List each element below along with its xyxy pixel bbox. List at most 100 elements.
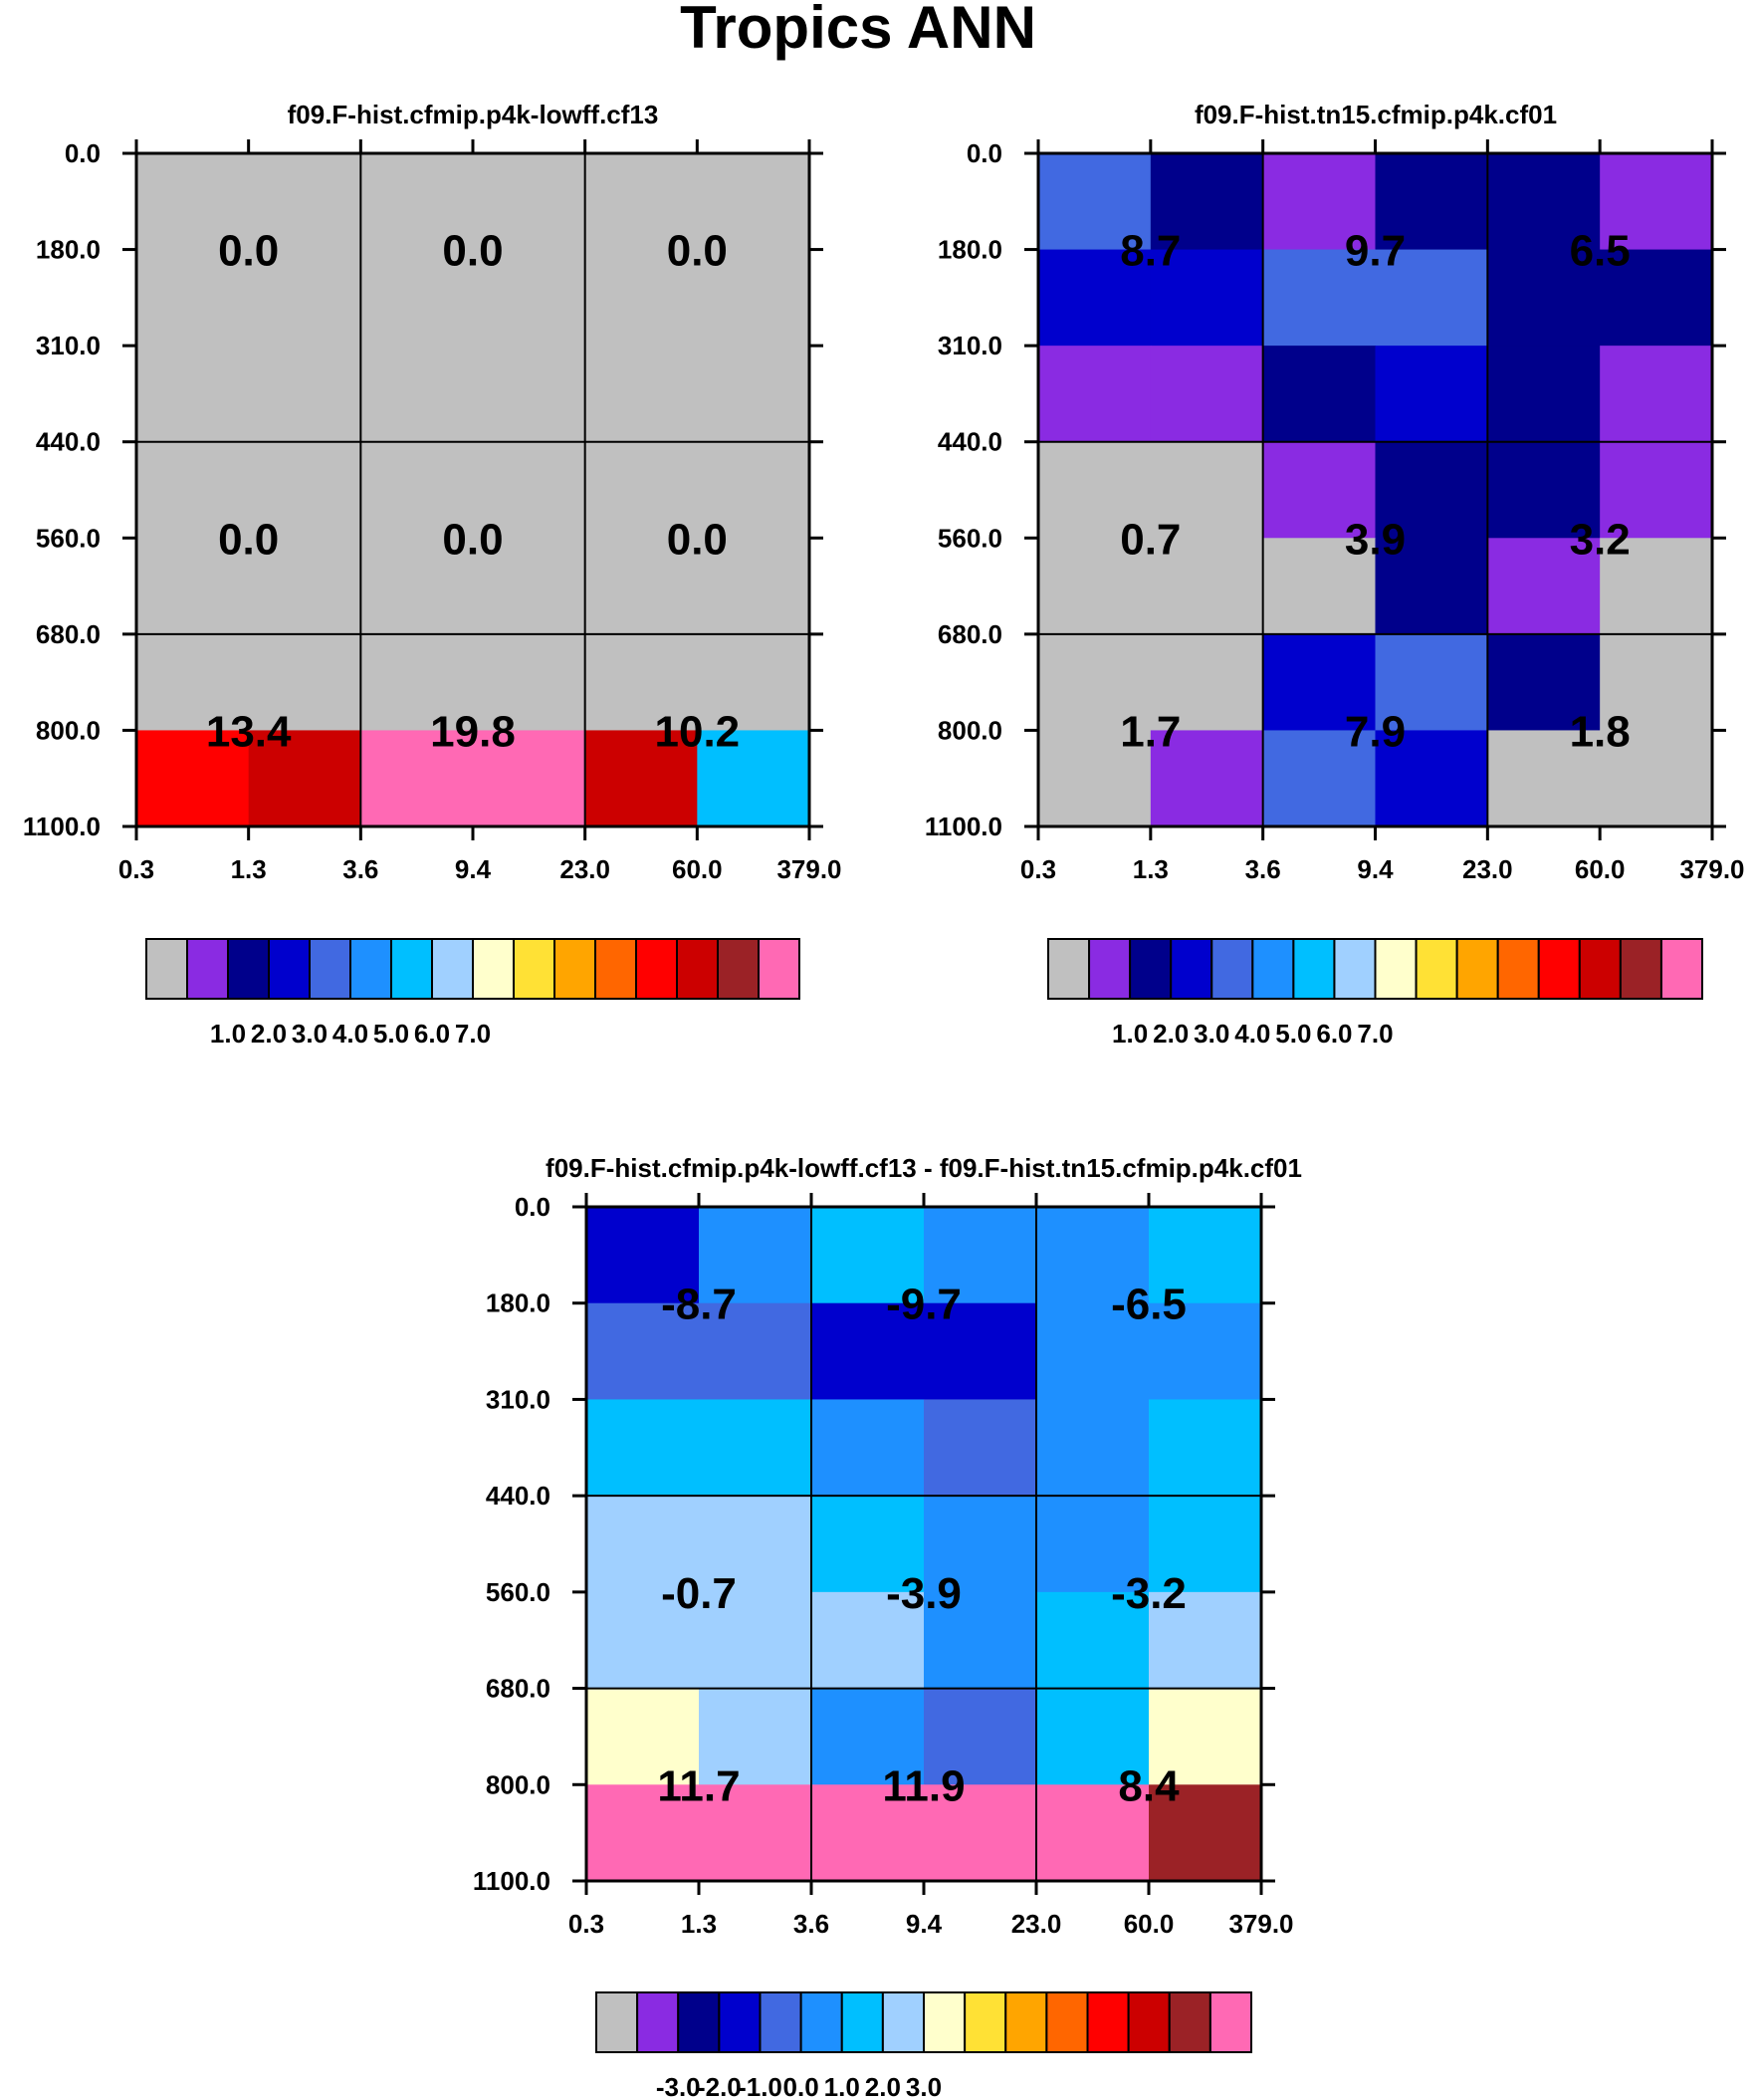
- group-value-label: 11.7: [657, 1761, 740, 1810]
- colorbar-label: 3.0: [906, 2072, 942, 2100]
- heatmap-cell: [1038, 346, 1152, 443]
- colorbar-label: 7.0: [455, 1019, 491, 1049]
- heatmap-cell: [697, 249, 810, 347]
- colorbar-swatch: [186, 938, 229, 1000]
- heatmap-cell: [1262, 441, 1377, 539]
- heatmap-cell: [697, 153, 810, 251]
- group-value-label: 13.4: [206, 707, 292, 756]
- heatmap-cell: [1038, 249, 1152, 347]
- colorbar-swatch: [390, 938, 433, 1000]
- heatmap-cell: [1375, 346, 1488, 443]
- panel-title: f09.F-hist.tn15.cfmip.p4k.cf01: [1195, 100, 1557, 129]
- heatmap-cell: [1036, 1688, 1150, 1785]
- colorbar-swatch: [268, 938, 311, 1000]
- heatmap-cell: [136, 346, 250, 443]
- heatmap-cell: [1150, 153, 1264, 251]
- heatmap-cell: [1600, 346, 1713, 443]
- heatmap-cell: [586, 1496, 700, 1593]
- colorbar-label: 4.0: [332, 1019, 368, 1049]
- colorbar-label: 1.0: [210, 1019, 246, 1049]
- heatmap-cell: [1149, 1496, 1262, 1593]
- heatmap-cell: [697, 346, 810, 443]
- heatmap-cell: [1487, 249, 1601, 347]
- x-tick-label: 60.0: [1124, 1909, 1175, 1939]
- y-tick-label: 560.0: [486, 1577, 550, 1607]
- x-tick-label: 3.6: [1245, 854, 1281, 884]
- heatmap-cell: [924, 1302, 1037, 1401]
- group-value-label: 3.2: [1570, 515, 1631, 564]
- heatmap-cell: [697, 441, 810, 539]
- heatmap-cell: [924, 1591, 1037, 1690]
- y-tick-label: 680.0: [36, 619, 101, 649]
- group-value-label: 7.9: [1345, 707, 1406, 756]
- heatmap-cell: [360, 249, 474, 347]
- colorbar-swatch: [718, 1991, 762, 2053]
- colorbar-label: 1.0: [1112, 1019, 1148, 1049]
- heatmap-cell: [699, 1399, 812, 1497]
- colorbar-swatch: [1333, 938, 1377, 1000]
- heatmap-cell: [1600, 730, 1713, 827]
- heatmap-cell: [586, 1688, 700, 1785]
- colorbar-swatch: [1537, 938, 1581, 1000]
- y-tick-label: 180.0: [486, 1288, 550, 1318]
- colorbar-label: 6.0: [1316, 1019, 1352, 1049]
- heatmap-cell: [473, 730, 586, 827]
- colorbar-swatch: [1127, 1991, 1171, 2053]
- y-tick-label: 180.0: [36, 235, 101, 265]
- colorbar-swatch: [923, 1991, 967, 2053]
- colorbar-label: 3.0: [292, 1019, 328, 1049]
- heatmap-cell: [584, 633, 698, 732]
- colorbar-swatch: [799, 1991, 843, 2053]
- colorbar-label: -1.0: [738, 2072, 782, 2100]
- colorbar-swatch: [759, 1991, 802, 2053]
- colorbar-swatch: [1455, 938, 1499, 1000]
- group-value-label: 0.0: [667, 227, 728, 276]
- heatmap-cell: [811, 1591, 925, 1690]
- heatmap-cell: [811, 1399, 925, 1497]
- group-value-label: -6.5: [1111, 1281, 1187, 1329]
- colorbar-swatch: [1619, 938, 1662, 1000]
- y-tick-label: 560.0: [938, 523, 1002, 553]
- colorbar-swatch: [309, 938, 351, 1000]
- y-tick-label: 800.0: [486, 1769, 550, 1799]
- figure-title: Tropics ANN: [680, 0, 1036, 61]
- panel-difference: f09.F-hist.cfmip.p4k-lowff.cf13 - f09.F-…: [473, 1153, 1302, 2100]
- y-tick-label: 440.0: [938, 427, 1002, 457]
- colorbar-label: 2.0: [865, 2072, 901, 2100]
- heatmap-cell: [1487, 538, 1601, 635]
- heatmap-cell: [586, 1399, 700, 1497]
- heatmap-cell: [811, 1207, 925, 1304]
- heatmap-cell: [1600, 441, 1713, 539]
- heatmap-cell: [473, 153, 586, 251]
- y-tick-label: 1100.0: [23, 812, 101, 841]
- heatmap-cell: [1487, 730, 1601, 827]
- group-value-label: -8.7: [661, 1281, 737, 1329]
- heatmap-cell: [1487, 633, 1601, 732]
- heatmap-cell: [1600, 249, 1713, 347]
- colorbar-swatch: [635, 938, 678, 1000]
- heatmap-cell: [1262, 730, 1377, 827]
- heatmap-cell: [699, 1784, 812, 1882]
- heatmap-cell: [248, 249, 361, 347]
- heatmap-cell: [1038, 153, 1152, 251]
- x-tick-label: 379.0: [776, 854, 841, 884]
- colorbar-swatch: [717, 938, 760, 1000]
- x-tick-label: 379.0: [1228, 1909, 1293, 1939]
- group-value-label: 1.8: [1570, 707, 1631, 756]
- heatmap-cell: [1262, 249, 1377, 347]
- x-tick-label: 0.3: [118, 854, 154, 884]
- heatmap-cell: [136, 730, 250, 827]
- heatmap-cell: [1375, 730, 1488, 827]
- colorbar-swatch: [1086, 1991, 1130, 2053]
- colorbar-swatch: [677, 1991, 721, 2053]
- panel-title: f09.F-hist.cfmip.p4k-lowff.cf13: [288, 100, 659, 129]
- group-value-label: 0.0: [218, 227, 279, 276]
- colorbar-swatch: [676, 938, 719, 1000]
- heatmap-cell: [360, 633, 474, 732]
- y-tick-label: 440.0: [486, 1481, 550, 1511]
- panel-model-a: f09.F-hist.cfmip.p4k-lowff.cf13 0.0 180.0…: [23, 100, 842, 1049]
- heatmap-cell: [1150, 730, 1264, 827]
- group-value-label: 8.4: [1118, 1761, 1180, 1810]
- heatmap-cell: [1038, 633, 1152, 732]
